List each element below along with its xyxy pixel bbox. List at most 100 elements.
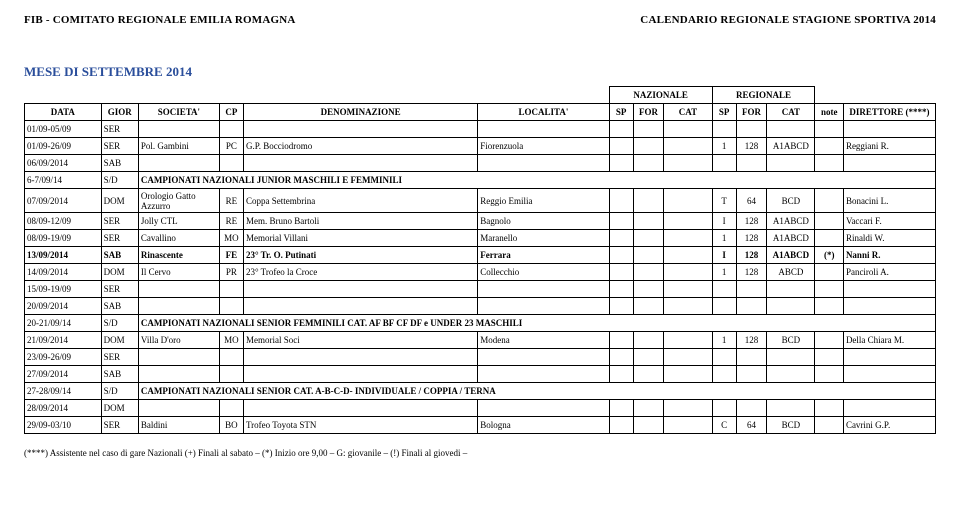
- cell: G.P. Bocciodromo: [243, 138, 477, 155]
- cell: Memorial Villani: [243, 230, 477, 247]
- cell: Reggiani R.: [843, 138, 935, 155]
- cell: [138, 400, 219, 417]
- cell: DOM: [101, 400, 138, 417]
- cell: 13/09/2014: [25, 247, 102, 264]
- cell: [609, 417, 633, 434]
- cell: Bagnolo: [478, 213, 609, 230]
- cell: [478, 366, 609, 383]
- cell: [815, 349, 843, 366]
- cell: [243, 281, 477, 298]
- table-row: 27/09/2014SAB: [25, 366, 936, 383]
- table-head: NAZIONALE REGIONALE DATA GIOR SOCIETA' C…: [25, 87, 936, 121]
- cell: [633, 155, 664, 172]
- table-row: 08/09-12/09SERJolly CTLREMem. Bruno Bart…: [25, 213, 936, 230]
- cell: [609, 298, 633, 315]
- cell-span: CAMPIONATI NAZIONALI SENIOR FEMMINILI CA…: [138, 315, 935, 332]
- cell: 08/09-12/09: [25, 213, 102, 230]
- cell: SAB: [101, 155, 138, 172]
- cell: 08/09-19/09: [25, 230, 102, 247]
- cell: [609, 332, 633, 349]
- cell: [138, 366, 219, 383]
- cell: [664, 230, 712, 247]
- cell: [243, 121, 477, 138]
- col-cat1: CAT: [664, 104, 712, 121]
- super-regionale: REGIONALE: [712, 87, 815, 104]
- cell: [767, 298, 815, 315]
- cell: SER: [101, 138, 138, 155]
- header-right: CALENDARIO REGIONALE STAGIONE SPORTIVA 2…: [640, 14, 936, 26]
- table-row: 07/09/2014DOMOrologio Gatto AzzurroRECop…: [25, 189, 936, 213]
- cell: [609, 121, 633, 138]
- cell: [815, 189, 843, 213]
- cell: MO: [219, 230, 243, 247]
- cell: Fiorenzuola: [478, 138, 609, 155]
- cell: [633, 138, 664, 155]
- cell: I: [712, 213, 736, 230]
- table-row: 14/09/2014DOMIl CervoPR23° Trofeo la Cro…: [25, 264, 936, 281]
- cell: [664, 417, 712, 434]
- table-row: 20/09/2014SAB: [25, 298, 936, 315]
- cell: [219, 349, 243, 366]
- cell: 128: [736, 264, 767, 281]
- cell: 128: [736, 230, 767, 247]
- cell-span: CAMPIONATI NAZIONALI SENIOR CAT. A-B-C-D…: [138, 383, 935, 400]
- cell: [219, 298, 243, 315]
- col-for1: FOR: [633, 104, 664, 121]
- cell: 15/09-19/09: [25, 281, 102, 298]
- cell: [243, 349, 477, 366]
- cell: [843, 298, 935, 315]
- cell: 27/09/2014: [25, 366, 102, 383]
- cell: 1: [712, 230, 736, 247]
- cell: [767, 155, 815, 172]
- table-row: 28/09/2014DOM: [25, 400, 936, 417]
- cell: SER: [101, 121, 138, 138]
- cell: Della Chiara M.: [843, 332, 935, 349]
- cell: [664, 281, 712, 298]
- cell: [712, 298, 736, 315]
- cell: [633, 264, 664, 281]
- cell: [633, 366, 664, 383]
- cell: T: [712, 189, 736, 213]
- cell: [843, 366, 935, 383]
- cell: [843, 400, 935, 417]
- cell: [767, 400, 815, 417]
- cell: [138, 121, 219, 138]
- col-localita: LOCALITA': [478, 104, 609, 121]
- cell: [843, 155, 935, 172]
- cell: [633, 213, 664, 230]
- cell: [767, 349, 815, 366]
- cell: [138, 281, 219, 298]
- cell: [609, 189, 633, 213]
- cell: [633, 189, 664, 213]
- cell: Panciroli A.: [843, 264, 935, 281]
- col-societa: SOCIETA': [138, 104, 219, 121]
- cell: 1: [712, 264, 736, 281]
- cell: [664, 189, 712, 213]
- cell: [815, 121, 843, 138]
- table-row: 08/09-19/09SERCavallinoMOMemorial Villan…: [25, 230, 936, 247]
- cell: [736, 121, 767, 138]
- table-row: 01/09-05/09SER: [25, 121, 936, 138]
- cell: [138, 349, 219, 366]
- cell: Maranello: [478, 230, 609, 247]
- cell: 07/09/2014: [25, 189, 102, 213]
- cell: SAB: [101, 366, 138, 383]
- cell: [664, 264, 712, 281]
- cell: [664, 400, 712, 417]
- cell: [633, 332, 664, 349]
- cell: (*): [815, 247, 843, 264]
- col-note: note: [815, 104, 843, 121]
- cell: RE: [219, 213, 243, 230]
- cell: BO: [219, 417, 243, 434]
- cell: [767, 281, 815, 298]
- table-row: 15/09-19/09SER: [25, 281, 936, 298]
- cell: BCD: [767, 417, 815, 434]
- cell: 21/09/2014: [25, 332, 102, 349]
- cell: Villa D'oro: [138, 332, 219, 349]
- cell: [609, 400, 633, 417]
- cell: Orologio Gatto Azzurro: [138, 189, 219, 213]
- cell: [219, 155, 243, 172]
- cell: Il Cervo: [138, 264, 219, 281]
- section-title: MESE DI SETTEMBRE 2014: [24, 64, 936, 80]
- col-sp1: SP: [609, 104, 633, 121]
